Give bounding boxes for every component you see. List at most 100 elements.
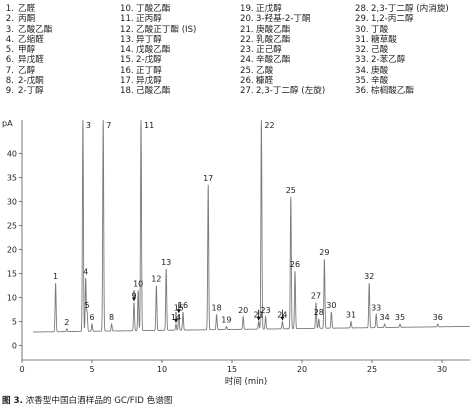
legend-compound: 乙醛	[18, 4, 36, 14]
legend-item: 36. 棕榈酸乙酯	[355, 86, 449, 96]
legend-number: 14.	[120, 45, 134, 56]
legend-number: 25.	[240, 65, 254, 76]
legend-item: 31. 糖草酸	[355, 35, 449, 45]
x-tick-label: 30	[437, 365, 447, 374]
legend-compound: 丙酮	[18, 14, 36, 25]
legend-number: 33.	[355, 55, 369, 66]
peak-label: 28	[314, 308, 324, 317]
legend-item: 12. 乙酸正丁酯 (IS)	[120, 25, 196, 35]
legend-number: 20.	[240, 14, 254, 25]
y-tick-label: 5	[12, 318, 17, 327]
legend-number: 8.	[5, 76, 14, 87]
peak-label: 20	[238, 306, 248, 315]
peak-label: 11	[144, 121, 154, 130]
legend-item: 33. 2-苯乙醇	[355, 55, 449, 65]
peak-label: 18	[212, 303, 222, 312]
legend-compound: 己酸	[371, 45, 389, 56]
legend-number: 13.	[120, 34, 134, 45]
legend-item: 18. 己酸乙酯	[120, 86, 196, 96]
x-tick-label: 25	[367, 365, 377, 374]
peak-label: 12	[151, 275, 161, 284]
legend-number: 23.	[240, 45, 254, 56]
legend-compound: 乙缩醛	[18, 34, 44, 45]
legend-compound: 2,3-丁二醇 (内消旋)	[371, 4, 449, 14]
x-tick-label: 15	[227, 365, 237, 374]
y-axis-label: pA	[2, 119, 13, 128]
legend-number: 26.	[240, 76, 254, 87]
legend-number: 17.	[120, 76, 134, 87]
legend-number: 1.	[5, 4, 14, 14]
legend-item: 6. 异戊醛	[2, 55, 52, 65]
legend-compound: 乙醇	[18, 65, 36, 76]
legend-item: 26. 糠醛	[240, 76, 325, 86]
legend-compound: 2-苯乙醇	[371, 55, 406, 66]
y-tick-label: 15	[7, 270, 17, 279]
peak-label: 25	[286, 186, 296, 195]
legend-number: 7.	[5, 65, 14, 76]
legend-number: 31.	[355, 34, 369, 45]
legend-number: 5.	[5, 45, 14, 56]
legend-number: 35.	[355, 76, 369, 87]
legend-item: 17. 异戊醇	[120, 76, 196, 86]
peak-label: 36	[433, 313, 443, 322]
legend-column: 1. 乙醛 2. 丙酮 3. 乙酸乙酯 4. 乙缩醛 5. 甲醇 6. 异戊醛 7. 乙醇 8. 2-戊酮 9.…	[2, 4, 53, 97]
legend-compound: 乙酸	[256, 65, 274, 76]
legend-compound: 2-丁醇	[18, 86, 44, 97]
figure-number: 图 3.	[2, 396, 23, 406]
legend-compound: 2-戊醇	[136, 55, 162, 66]
legend-item: 1. 乙醛	[2, 4, 52, 14]
legend-compound: 正丁醇	[136, 65, 162, 76]
peak-label: 22	[264, 121, 274, 130]
legend-number: 6.	[5, 55, 14, 66]
legend-number: 28.	[355, 4, 369, 14]
peak-label: 16	[178, 301, 188, 310]
figure-caption: 图 3. 浓香型中国白酒样品的 GC/FID 色谱图	[2, 394, 172, 406]
peak-arrow-head	[174, 319, 178, 323]
legend-item: 11. 正丙醇	[120, 14, 196, 24]
legend-item: 20. 3-羟基-2-丁酮	[240, 14, 325, 24]
legend-number: 12.	[120, 24, 134, 35]
legend-compound: 丁酸乙酯	[136, 4, 171, 14]
legend-item: 30. 丁酸	[355, 25, 449, 35]
peak-label: 6	[89, 313, 94, 322]
legend-compound: 3-羟基-2-丁酮	[256, 14, 311, 25]
legend-number: 24.	[240, 55, 254, 66]
legend-compound: 己酸乙酯	[136, 86, 171, 97]
legend-compound: 糖草酸	[371, 34, 397, 45]
legend-number: 30.	[355, 24, 369, 35]
legend-item: 10. 丁酸乙酯	[120, 4, 196, 14]
peak-label: 19	[221, 315, 231, 324]
x-tick-label: 10	[157, 365, 167, 374]
peak-label: 1	[53, 272, 58, 281]
peak-label: 5	[85, 301, 90, 310]
legend-number: 29.	[355, 14, 369, 25]
legend-item: 4. 乙缩醛	[2, 35, 52, 45]
peak-label: 33	[371, 303, 381, 312]
peak-arrow-head	[176, 309, 181, 314]
legend-compound: 戊酸乙酯	[136, 45, 171, 56]
legend-number: 3.	[5, 24, 14, 35]
legend-compound: 正戊醇	[256, 4, 282, 14]
legend-number: 19.	[240, 4, 254, 14]
legend-item: 29. 1,2-丙二醇	[355, 14, 449, 24]
legend-item: 22. 乳酸乙酯	[240, 35, 325, 45]
legend-compound: 正丙醇	[136, 14, 162, 25]
legend-number: 9.	[5, 86, 14, 97]
peak-label: 4	[83, 267, 88, 276]
legend-compound: 乙酸正丁酯 (IS)	[136, 24, 197, 35]
legend-number: 4.	[5, 34, 14, 45]
legend-number: 21.	[240, 24, 254, 35]
legend-compound: 2-戊酮	[18, 76, 44, 87]
legend-compound: 异戊醛	[18, 55, 44, 66]
legend-compound: 1,2-丙二醇	[371, 14, 414, 25]
legend-item: 15. 2-戊醇	[120, 55, 196, 65]
legend-compound: 2,3-丁二醇 (左旋)	[256, 86, 326, 97]
legend-item: 7. 乙醇	[2, 66, 52, 76]
peak-label: 8	[109, 313, 114, 322]
peak-label: 10	[133, 279, 143, 288]
legend-compound: 乳酸乙酯	[256, 34, 291, 45]
legend-number: 27.	[240, 86, 254, 97]
legend-item: 8. 2-戊酮	[2, 76, 52, 86]
peak-arrow-head	[280, 316, 285, 321]
legend-number: 15.	[120, 55, 134, 66]
